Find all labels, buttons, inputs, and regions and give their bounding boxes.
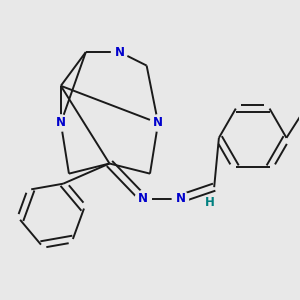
Text: N: N [138,192,148,205]
Text: N: N [56,116,66,130]
Circle shape [203,196,215,208]
Circle shape [112,44,128,60]
Text: N: N [115,46,124,59]
Text: N: N [176,192,185,205]
Circle shape [150,115,166,131]
Circle shape [53,115,69,131]
Text: H: H [205,196,214,208]
Circle shape [135,190,152,207]
Text: N: N [153,116,163,130]
Circle shape [172,190,188,207]
